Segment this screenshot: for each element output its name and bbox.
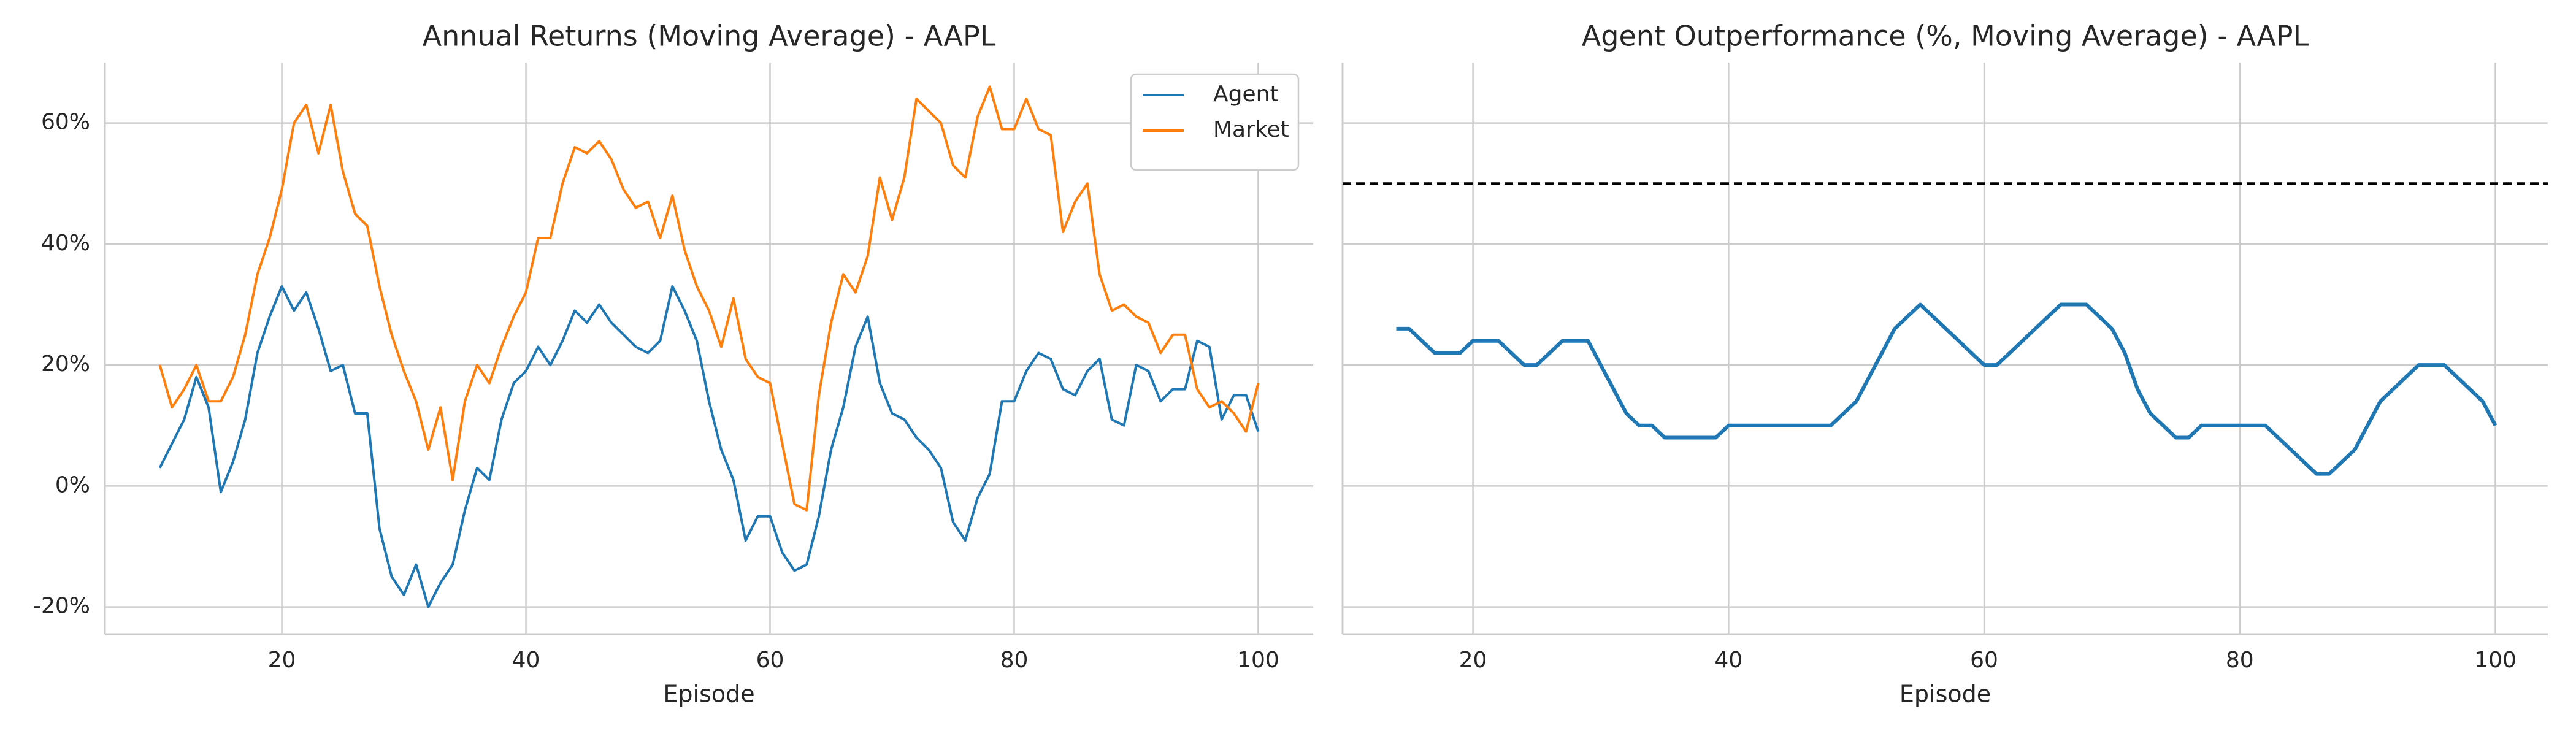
subplot: Annual Returns (Moving Average) - AAPL -2… [33,20,1313,708]
y-tick-label: 40% [41,231,90,256]
x-tick-label: 80 [1000,648,1029,673]
x-tick-label: 40 [1714,648,1742,673]
subplot: Agent Outperformance (%, Moving Average)… [1341,20,2548,708]
x-tick-label: 20 [1459,648,1487,673]
legend-box [1130,73,1300,171]
x-tick-label: 40 [512,648,540,673]
legend-label: Agent [1213,82,1279,107]
y-tick-label: 0% [55,472,90,497]
x-tick-label: 60 [756,648,784,673]
chart-title: Agent Outperformance (%, Moving Average)… [1582,20,2309,53]
x-tick-label: 100 [1237,648,1279,673]
x-tick-label: 80 [2226,648,2254,673]
line-series [158,85,1260,512]
x-tick-label: 60 [1970,648,1998,673]
y-tick-label: -20% [33,594,90,619]
x-tick-label: 20 [268,648,296,673]
chart-title: Annual Returns (Moving Average) - AAPL [423,20,996,53]
line-series [158,285,1260,608]
legend: Agent Market [1130,73,1300,171]
y-tick-label: 20% [41,351,90,377]
x-tick-label: 100 [2474,648,2517,673]
y-tick-label: 60% [41,110,90,135]
x-axis-label: Episode [1899,681,1991,708]
legend-label: Market [1213,117,1289,142]
x-axis-label: Episode [663,681,754,708]
line-series [1396,302,2497,476]
